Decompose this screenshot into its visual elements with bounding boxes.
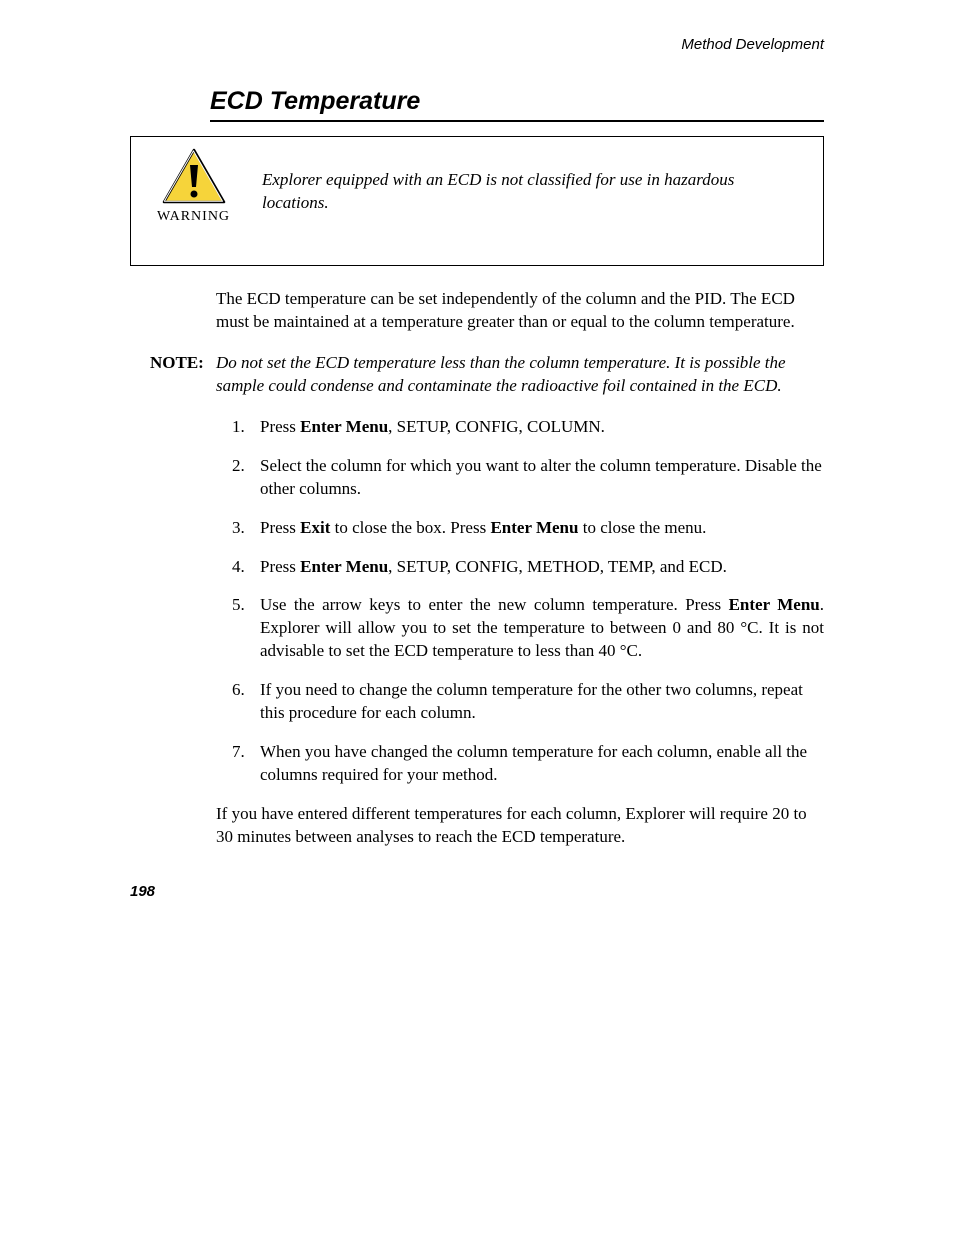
step-text: Select the column for which you want to …: [260, 455, 824, 501]
step-item: 6.If you need to change the column tempe…: [232, 679, 824, 725]
step-number: 3.: [232, 517, 260, 540]
step-item: 7.When you have changed the column tempe…: [232, 741, 824, 787]
step-item: 1.Press Enter Menu, SETUP, CONFIG, COLUM…: [232, 416, 824, 439]
step-item: 4.Press Enter Menu, SETUP, CONFIG, METHO…: [232, 556, 824, 579]
step-text: When you have changed the column tempera…: [260, 741, 824, 787]
chapter-header: Method Development: [130, 36, 824, 53]
note-text: Do not set the ECD temperature less than…: [216, 352, 824, 398]
step-number: 6.: [232, 679, 260, 725]
step-number: 1.: [232, 416, 260, 439]
step-number: 7.: [232, 741, 260, 787]
warning-icon-block: WARNING: [141, 147, 246, 225]
step-item: 2.Select the column for which you want t…: [232, 455, 824, 501]
step-number: 4.: [232, 556, 260, 579]
note-label: NOTE:: [150, 352, 216, 398]
step-item: 5.Use the arrow keys to enter the new co…: [232, 594, 824, 663]
step-text: Press Enter Menu, SETUP, CONFIG, METHOD,…: [260, 556, 824, 579]
warning-text: Explorer equipped with an ECD is not cla…: [246, 147, 803, 215]
steps-list: 1.Press Enter Menu, SETUP, CONFIG, COLUM…: [232, 416, 824, 787]
section-title: ECD Temperature: [210, 87, 824, 122]
step-item: 3.Press Exit to close the box. Press Ent…: [232, 517, 824, 540]
step-text: Press Exit to close the box. Press Enter…: [260, 517, 824, 540]
page-number: 198: [130, 883, 824, 900]
intro-paragraph: The ECD temperature can be set independe…: [216, 288, 824, 334]
step-text: Use the arrow keys to enter the new colu…: [260, 594, 824, 663]
warning-label: WARNING: [141, 209, 246, 225]
closing-paragraph: If you have entered different temperatur…: [216, 803, 824, 849]
step-number: 2.: [232, 455, 260, 501]
step-text: If you need to change the column tempera…: [260, 679, 824, 725]
warning-icon: [160, 147, 228, 207]
step-number: 5.: [232, 594, 260, 663]
note-block: NOTE: Do not set the ECD temperature les…: [150, 352, 824, 398]
step-text: Press Enter Menu, SETUP, CONFIG, COLUMN.: [260, 416, 824, 439]
warning-box: WARNING Explorer equipped with an ECD is…: [130, 136, 824, 266]
